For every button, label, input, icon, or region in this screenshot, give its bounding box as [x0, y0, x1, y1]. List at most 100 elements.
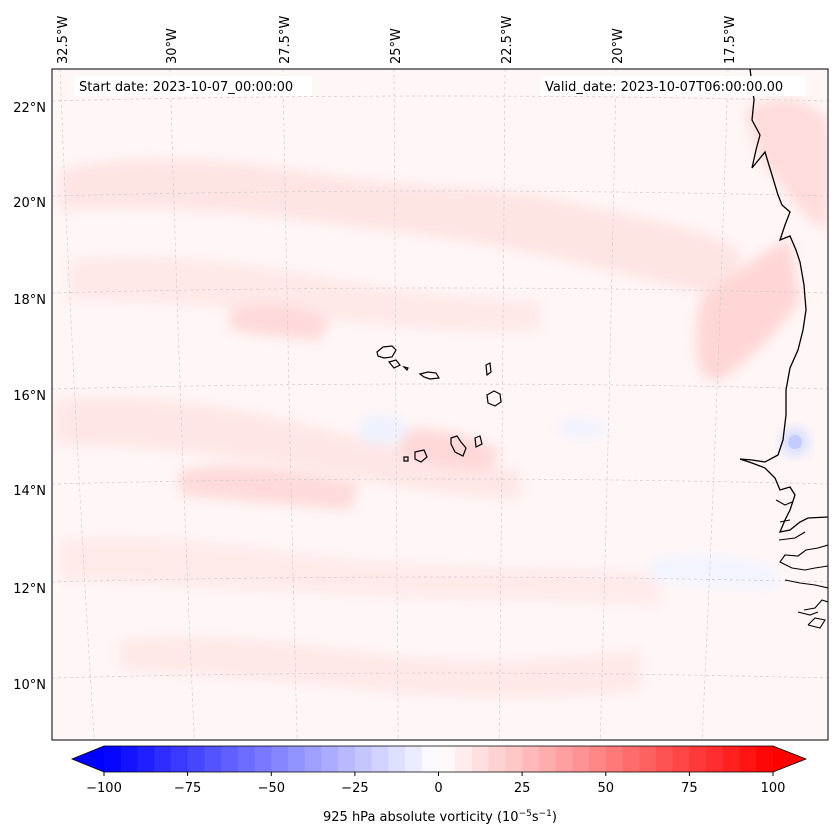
island-sao-vicente: [387, 359, 401, 369]
lon-label: 17.5°W: [723, 16, 738, 64]
guinea-bissau-coastline: [779, 544, 828, 629]
lon-label: 20°W: [611, 28, 626, 64]
island-sal: [485, 362, 492, 377]
colorbar-segment: [354, 746, 373, 772]
colorbar-segments: [72, 746, 806, 772]
lat-label: 16°N: [13, 389, 46, 404]
colorbar-segment: [104, 746, 122, 772]
colorbar-tick-label: −75: [174, 781, 201, 796]
island-sao-nicolau: [418, 371, 440, 380]
parallel-gridline: [52, 95, 828, 102]
colorbar-label: 925 hPa absolute vorticity (10−5s−1): [323, 809, 557, 825]
meridian-gridline: [169, 69, 195, 740]
parallel-gridline: [52, 287, 828, 294]
colorbar-segment: [421, 746, 439, 772]
positive-vorticity-band: [745, 99, 828, 230]
colorbar-segment: [388, 746, 406, 772]
meridian-gridline: [599, 69, 617, 740]
vorticity-contours: [55, 99, 828, 698]
parallel-gridline: [52, 672, 828, 679]
colorbar-tick-labels: −100 −75 −50 −25 0 25 50 75 100: [86, 781, 785, 796]
positive-vorticity-band: [400, 428, 500, 470]
colorbar-tick-label: −25: [341, 781, 368, 796]
negative-vorticity-patch: [650, 554, 780, 590]
lat-label: 20°N: [13, 196, 46, 211]
lon-label: 22.5°W: [500, 16, 515, 64]
gridlines: [52, 69, 828, 740]
colorbar-segment: [538, 746, 557, 772]
colorbar-segment: [438, 746, 456, 772]
colorbar-segment: [639, 746, 657, 772]
colorbar-ticks: [103, 772, 774, 776]
island-boa-vista: [486, 390, 502, 407]
colorbar-segment: [187, 746, 205, 772]
island-santa-luzia: [402, 365, 409, 372]
colorbar-segment: [589, 746, 607, 772]
lon-label: 30°W: [165, 28, 180, 64]
cape-verde-islands: [376, 345, 502, 463]
lat-label: 22°N: [13, 101, 46, 116]
meridian-gridline: [393, 69, 399, 740]
parallel-gridline: [52, 576, 828, 583]
colorbar-segment: [170, 746, 189, 772]
colorbar-tick-label: 0: [434, 781, 442, 796]
colorbar-extend-max: [773, 746, 806, 772]
colorbar-segment: [689, 746, 707, 772]
colorbar-tick-label: −100: [86, 781, 122, 796]
island-santo-antao: [376, 345, 397, 359]
lat-label: 10°N: [13, 678, 46, 693]
colorbar-segment: [605, 746, 623, 772]
island-maio: [474, 435, 483, 448]
island-brava: [403, 456, 409, 462]
colorbar-segment: [120, 746, 138, 772]
colorbar-segment: [204, 746, 222, 772]
start-date-text: Start date: 2023-10-07_00:00:00: [79, 80, 293, 95]
colorbar-segment: [455, 746, 473, 772]
colorbar-segment: [371, 746, 389, 772]
colorbar-segment: [572, 746, 590, 772]
valid-date-text: Valid_date: 2023-10-07T06:00:00.00: [545, 80, 783, 95]
meridian-gridline: [59, 69, 95, 740]
colorbar-tick-label: 100: [761, 781, 786, 796]
colorbar-tick-label: −50: [258, 781, 285, 796]
colorbar-segment: [271, 746, 289, 772]
colorbar-segment: [254, 746, 272, 772]
colorbar-extend-min: [72, 746, 104, 772]
colorbar-segment: [655, 746, 674, 772]
start-date-box: [74, 76, 312, 96]
parallel-gridline: [52, 478, 828, 485]
colorbar-segment: [622, 746, 640, 772]
island-santiago: [450, 435, 467, 457]
vorticity-field: [52, 69, 828, 740]
island-fogo: [414, 449, 428, 463]
negative-vorticity-patch: [360, 414, 410, 445]
colorbar-segment: [304, 746, 322, 772]
positive-vorticity-band: [230, 304, 330, 340]
colorbar-tick-label: 75: [681, 781, 698, 796]
meridian-gridline: [498, 69, 506, 740]
map-panel: Start date: 2023-10-07_00:00:00 Valid_da…: [51, 68, 829, 741]
colorbar: −100 −75 −50 −25 0 25 50 75 100 925 hPa …: [70, 745, 808, 825]
parallel-gridline: [52, 190, 828, 197]
colorbar-segment: [488, 746, 506, 772]
colorbar-segment: [221, 746, 239, 772]
colorbar-segment: [672, 746, 690, 772]
lon-label: 25°W: [389, 28, 404, 64]
lon-label: 27.5°W: [278, 16, 293, 64]
colorbar-tick-label: 25: [514, 781, 531, 796]
lat-label: 14°N: [13, 484, 46, 499]
latitude-labels: 22°N 20°N 18°N 16°N 14°N 12°N 10°N: [13, 101, 46, 693]
colorbar-segment: [471, 746, 490, 772]
map-frame: [51, 68, 829, 741]
positive-vorticity-band: [55, 397, 520, 500]
parallel-gridline: [52, 383, 828, 390]
meridian-gridline: [701, 69, 729, 740]
colorbar-segment: [154, 746, 172, 772]
negative-vorticity-patch: [560, 418, 610, 439]
valid-date-box: [540, 76, 806, 96]
colorbar-segment: [555, 746, 573, 772]
colorbar-segment: [137, 746, 155, 772]
coastline-inlet: [775, 499, 806, 541]
positive-vorticity-band: [180, 465, 360, 510]
colorbar-segment: [287, 746, 306, 772]
